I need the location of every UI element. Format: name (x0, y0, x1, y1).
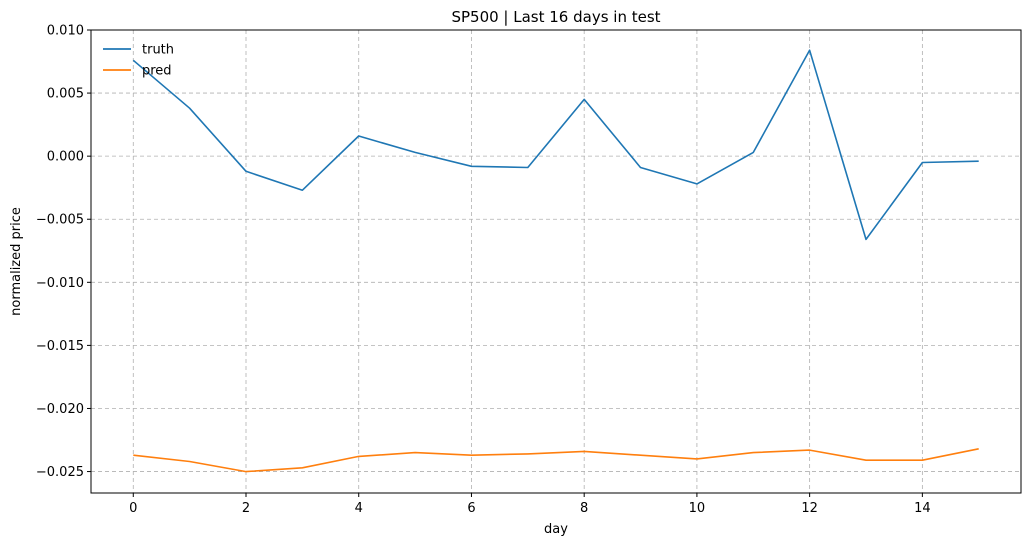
y-axis-ticks: 0.010 0.005 0.000 −0.005 −0.010 −0.015 −0.020 −… (36, 24, 91, 480)
x-tick-label: 6 (467, 501, 475, 516)
x-tick-label: 4 (355, 501, 363, 516)
x-tick-label: 10 (689, 501, 706, 516)
series-line-truth (132, 49, 979, 241)
series-line-pred (133, 448, 979, 473)
y-tick-label: −0.015 (36, 339, 84, 354)
y-tick-label: 0.000 (47, 150, 84, 165)
y-tick-label: 0.005 (47, 87, 84, 102)
y-axis-label: normalized price (9, 207, 24, 316)
x-axis-ticks: 0 2 4 6 8 10 12 14 (129, 493, 931, 516)
plot-frame (90, 29, 1022, 494)
series-lines (132, 49, 979, 473)
x-tick-label: 0 (129, 501, 137, 516)
x-tick-label: 12 (801, 501, 818, 516)
chart-title: SP500 | Last 16 days in test (451, 8, 660, 26)
x-tick-label: 8 (580, 501, 588, 516)
legend: truth pred (103, 43, 174, 79)
y-tick-label: −0.020 (36, 402, 84, 417)
x-tick-label: 2 (242, 501, 250, 516)
y-tick-label: 0.010 (47, 24, 84, 39)
x-axis-label: day (544, 522, 568, 537)
legend-label-pred: pred (142, 64, 172, 79)
y-tick-label: −0.005 (36, 213, 84, 228)
legend-label-truth: truth (142, 43, 174, 58)
y-tick-label: −0.010 (36, 276, 84, 291)
y-tick-label: −0.025 (36, 465, 84, 480)
x-tick-label: 14 (914, 501, 931, 516)
